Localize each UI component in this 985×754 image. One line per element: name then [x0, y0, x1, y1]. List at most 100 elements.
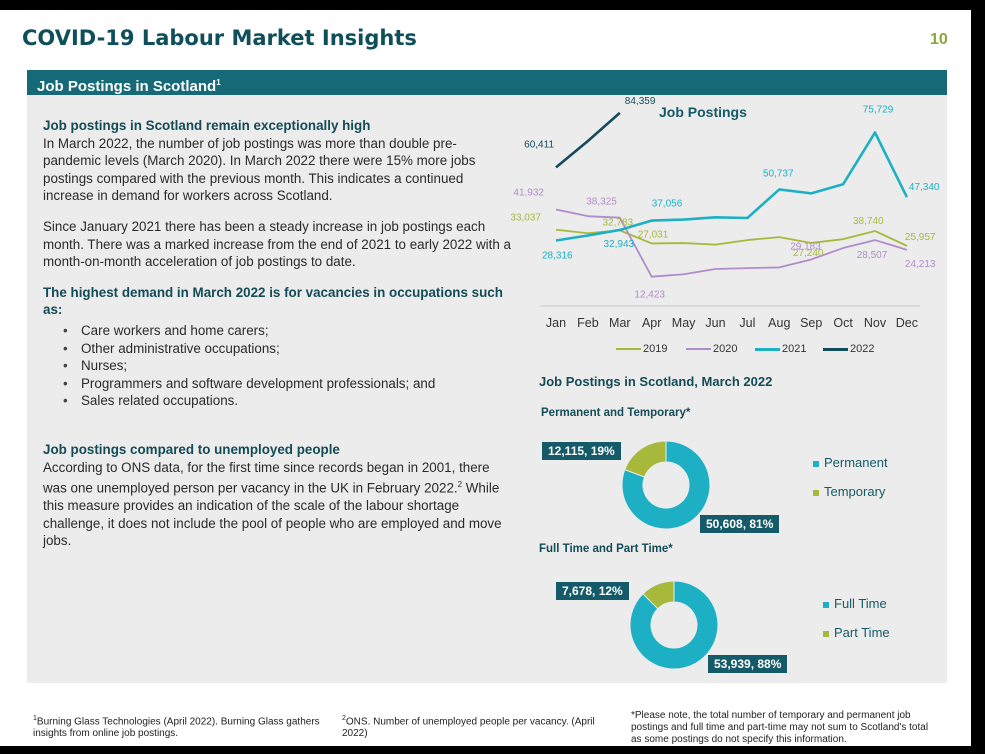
legend-label-2021: 2021 — [782, 343, 807, 355]
donut1-title: Permanent and Temporary* — [541, 407, 691, 419]
data-label: 32,783 — [603, 217, 634, 228]
list-item: Other administrative occupations; — [63, 340, 513, 358]
data-label: 24,213 — [905, 259, 936, 270]
occupation-list: Care workers and home carers; Other admi… — [43, 322, 513, 410]
donut2-slice-part-time — [642, 580, 675, 610]
x-tick-label: Jan — [546, 316, 566, 330]
legend-2021: 2021 — [755, 343, 806, 355]
footnote-1-marker: 1 — [33, 715, 37, 722]
top-border — [0, 0, 985, 10]
footnote-2-text: ONS. Number of unemployed people per vac… — [342, 716, 595, 740]
donut2-legend-full-time: Full Time — [823, 596, 887, 611]
heading-unemployed: Job postings compared to unemployed peop… — [43, 441, 340, 457]
donut1-legend-permanent: Permanent — [813, 455, 888, 470]
x-tick-label: Sep — [800, 316, 822, 330]
paragraph-ons: According to ONS data, for the first tim… — [43, 459, 513, 550]
list-item: Care workers and home carers; — [63, 322, 513, 340]
donut1-legend-temporary: Temporary — [813, 484, 885, 499]
donut-section-title: Job Postings in Scotland, March 2022 — [539, 374, 773, 389]
legend-label-2022: 2022 — [850, 343, 875, 355]
donut1-slice-temporary — [624, 440, 667, 478]
data-label: 75,729 — [863, 105, 894, 116]
list-item: Nurses; — [63, 357, 513, 375]
legend-label-temporary: Temporary — [824, 484, 886, 499]
section-title: Job Postings in Scotland — [37, 78, 217, 95]
donut2-legend-part-time: Part Time — [823, 625, 890, 640]
legend-swatch-2022 — [823, 347, 848, 351]
paragraph-march: In March 2022, the number of job posting… — [43, 135, 476, 204]
x-tick-label: Dec — [896, 316, 918, 330]
x-tick-label: Apr — [642, 316, 661, 330]
legend-2019: 2019 — [616, 343, 667, 355]
data-label: 27,031 — [638, 229, 669, 240]
list-item: Sales related occupations. — [63, 392, 513, 410]
line-chart-title: Job Postings — [659, 104, 747, 120]
data-label: 27,240 — [793, 248, 824, 259]
paragraph-ons-part1: According to ONS data, for the first tim… — [43, 459, 490, 496]
series-line-2022 — [555, 111, 621, 169]
footnote-1-text: Burning Glass Technologies (April 2022).… — [33, 716, 320, 740]
legend-label-full-time: Full Time — [834, 596, 887, 611]
legend-label-2020: 2020 — [713, 343, 738, 355]
donut1-label-permanent: 50,608, 81% — [700, 515, 780, 533]
data-label: 12,423 — [634, 290, 665, 301]
footnote-ref-2: 2 — [457, 480, 463, 490]
heading-highest-demand: The highest demand in March 2022 is for … — [43, 284, 503, 318]
legend-swatch-full-time — [823, 601, 829, 608]
section-band: Job Postings in Scotland1 — [27, 70, 947, 95]
legend-label-part-time: Part Time — [834, 625, 890, 640]
data-label: 41,932 — [513, 187, 544, 198]
list-item: Programmers and software development pro… — [63, 375, 513, 393]
data-label: 84,359 — [625, 96, 656, 107]
document-title: COVID-19 Labour Market Insights — [22, 26, 417, 50]
legend-swatch-2021 — [755, 347, 780, 351]
donut2-label-part-time: 7,678, 12% — [556, 582, 629, 600]
donut1-slice-permanent — [621, 440, 711, 530]
legend-label-permanent: Permanent — [824, 455, 888, 470]
data-label: 28,507 — [857, 250, 888, 261]
data-label: 60,411 — [524, 139, 554, 150]
footnote-1: 1Burning Glass Technologies (April 2022)… — [33, 713, 323, 740]
data-label: 32,943 — [604, 239, 635, 250]
footnote-2-marker: 2 — [342, 715, 346, 722]
legend-label-2019: 2019 — [643, 343, 668, 355]
right-border — [971, 0, 985, 754]
x-tick-label: Nov — [864, 316, 887, 330]
bottom-border — [0, 746, 985, 754]
x-tick-label: Feb — [577, 316, 599, 330]
legend-2020: 2020 — [686, 343, 737, 355]
series-line-2021 — [555, 131, 909, 242]
x-tick-label: Jul — [739, 316, 755, 330]
heading-postings-high: Job postings in Scotland remain exceptio… — [43, 118, 371, 133]
data-label: 25,957 — [905, 232, 936, 243]
body-text-column: Job postings in Scotland remain exceptio… — [43, 117, 513, 550]
page-number: 10 — [930, 31, 948, 48]
footnote-2: 2ONS. Number of unemployed people per va… — [342, 713, 622, 740]
legend-swatch-permanent — [813, 460, 819, 467]
legend-swatch-part-time — [823, 630, 829, 637]
x-tick-label: Mar — [609, 316, 631, 330]
data-label: 29,183 — [790, 241, 821, 252]
x-tick-label: May — [672, 316, 696, 330]
x-tick-label: Oct — [833, 316, 853, 330]
data-label: 50,737 — [763, 168, 794, 179]
x-tick-label: Jun — [705, 316, 725, 330]
legend-swatch-temporary — [813, 489, 819, 496]
footnote-note: *Please note, the total number of tempor… — [631, 710, 929, 745]
paragraph-ons-part2: While this measure provides an indicatio… — [43, 480, 502, 549]
series-line-2020 — [555, 208, 908, 278]
legend-swatch-2020 — [686, 348, 711, 351]
data-label: 37,056 — [652, 199, 683, 210]
donut1-label-temporary: 12,115, 19% — [542, 442, 621, 460]
x-tick-label: Aug — [768, 316, 790, 330]
paragraph-steady-increase: Since January 2021 there has been a stea… — [43, 218, 511, 270]
legend-swatch-2019 — [616, 348, 641, 351]
donut2-label-full-time: 53,939, 88% — [708, 655, 788, 673]
section-footnote-ref: 1 — [216, 78, 221, 87]
data-label: 47,340 — [909, 182, 940, 193]
data-label: 33,037 — [510, 213, 541, 224]
data-label: 38,325 — [586, 197, 617, 208]
data-label: 28,316 — [542, 251, 573, 262]
donut2-title: Full Time and Part Time* — [539, 543, 673, 555]
